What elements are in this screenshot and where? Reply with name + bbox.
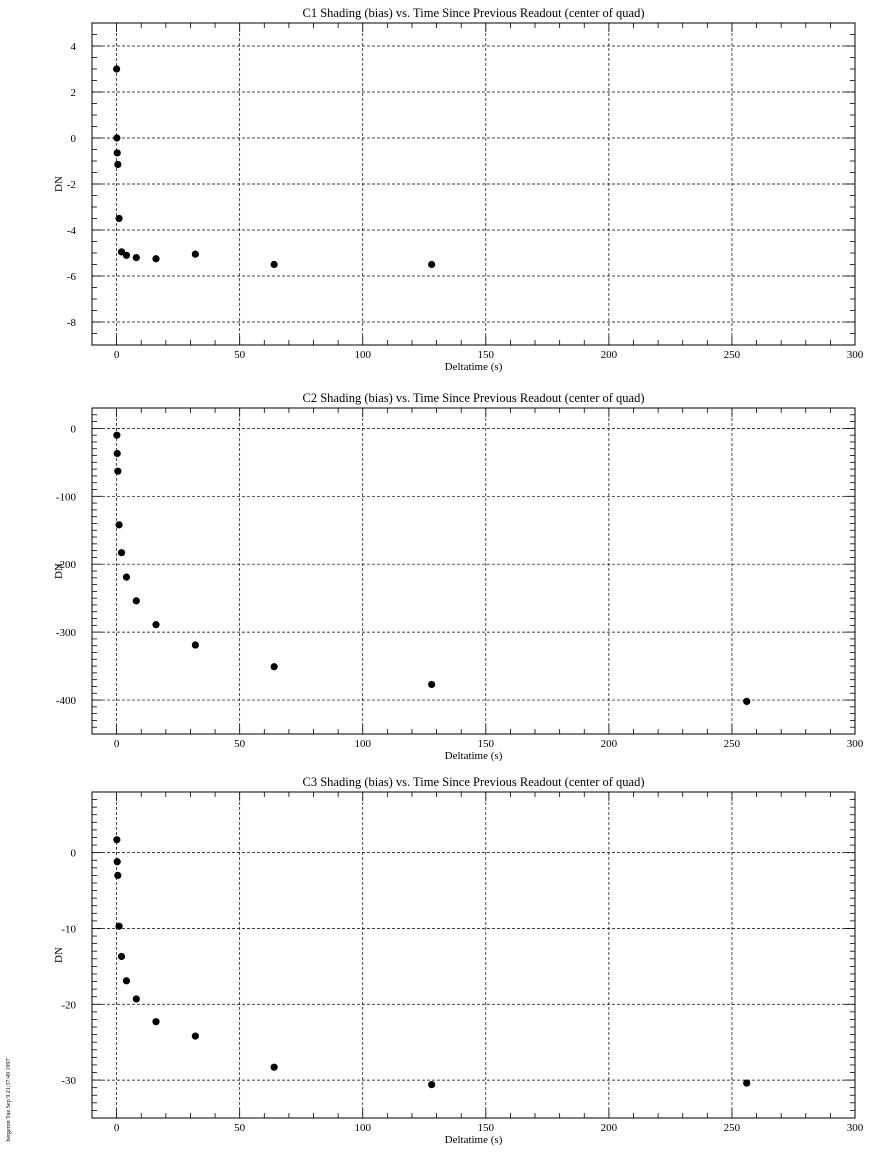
data-point — [270, 260, 278, 269]
data-point — [428, 680, 436, 689]
data-point — [115, 521, 123, 529]
data-point — [152, 255, 160, 263]
data-point — [122, 251, 131, 259]
data-point — [132, 254, 140, 262]
x-tick-label: 0 — [114, 349, 120, 361]
x-tick-label: 0 — [114, 738, 120, 750]
data-point — [743, 697, 751, 706]
chart-title: C3 Shading (bias) vs. Time Since Previou… — [303, 775, 645, 789]
data-point — [113, 858, 121, 866]
x-tick-label: 150 — [478, 1122, 495, 1134]
chart-panel-1: C1 Shading (bias) vs. Time Since Previou… — [53, 6, 864, 373]
x-tick-label: 300 — [847, 349, 864, 361]
y-axis-label: DN — [53, 563, 65, 579]
x-tick-label: 200 — [601, 349, 618, 361]
plot-frame — [91, 791, 856, 1119]
data-point — [113, 134, 121, 142]
chart-panel-2: C2 Shading (bias) vs. Time Since Previou… — [53, 391, 864, 762]
x-tick-label: 250 — [724, 1122, 741, 1134]
data-point — [428, 1081, 436, 1089]
data-point — [114, 160, 122, 169]
y-tick-label: 0 — [71, 133, 77, 145]
data-point — [132, 995, 140, 1003]
data-point — [113, 65, 121, 73]
x-tick-label: 100 — [354, 738, 371, 750]
y-tick-label: -400 — [56, 695, 77, 707]
x-axis-label: Deltatime (s) — [445, 750, 503, 762]
data-point — [117, 952, 126, 961]
x-tick-label: 100 — [354, 349, 371, 361]
y-tick-label: -6 — [67, 271, 77, 283]
data-point — [113, 449, 121, 458]
chart-panel-3: C3 Shading (bias) vs. Time Since Previou… — [53, 775, 864, 1146]
x-tick-label: 50 — [234, 349, 246, 361]
data-point — [270, 663, 278, 671]
plot-frame — [91, 407, 856, 735]
data-point — [115, 922, 123, 930]
y-tick-label: -200 — [56, 559, 77, 571]
x-tick-label: 150 — [478, 349, 495, 361]
x-axis-label: Deltatime (s) — [445, 361, 503, 373]
x-tick-label: 0 — [114, 1122, 120, 1134]
x-tick-label: 250 — [724, 738, 741, 750]
chart-title: C1 Shading (bias) vs. Time Since Previou… — [303, 6, 645, 20]
x-tick-label: 300 — [847, 738, 864, 750]
x-tick-label: 300 — [847, 1122, 864, 1134]
y-tick-label: -300 — [56, 627, 77, 639]
data-point — [114, 467, 122, 475]
data-point — [270, 1063, 278, 1071]
data-point — [117, 549, 126, 557]
data-point — [743, 1079, 751, 1087]
x-tick-label: 100 — [354, 1122, 371, 1134]
data-point — [113, 431, 121, 439]
x-tick-label: 150 — [478, 738, 495, 750]
y-tick-label: -30 — [61, 1075, 76, 1087]
data-point — [191, 250, 199, 258]
data-point — [113, 836, 121, 844]
data-point — [191, 641, 199, 649]
data-point — [191, 1032, 199, 1040]
data-point — [152, 1018, 160, 1026]
y-tick-label: 4 — [71, 41, 77, 53]
data-point — [113, 149, 121, 157]
x-axis-label: Deltatime (s) — [445, 1134, 503, 1146]
x-tick-label: 50 — [234, 738, 246, 750]
footer-timestamp: bergeron Tue Sep 9 21:37:49 1997 — [6, 1058, 12, 1141]
y-tick-label: 2 — [71, 87, 77, 99]
y-tick-label: -2 — [67, 179, 76, 191]
y-tick-label: 0 — [71, 848, 77, 860]
data-point — [122, 977, 131, 985]
x-tick-label: 250 — [724, 349, 741, 361]
y-tick-label: 0 — [71, 423, 77, 435]
y-tick-label: -4 — [67, 225, 77, 237]
data-point — [152, 621, 160, 629]
y-axis-label: DN — [53, 947, 65, 963]
chart-title: C2 Shading (bias) vs. Time Since Previou… — [303, 391, 645, 405]
data-point — [115, 214, 123, 223]
y-tick-label: -20 — [61, 999, 76, 1011]
y-axis-label: DN — [53, 176, 65, 192]
data-point — [132, 597, 140, 605]
x-tick-label: 200 — [601, 1122, 618, 1134]
y-tick-label: -10 — [61, 923, 76, 935]
y-tick-label: -8 — [67, 317, 77, 329]
y-tick-label: -100 — [56, 491, 77, 503]
x-tick-label: 50 — [234, 1122, 246, 1134]
data-point — [122, 573, 131, 581]
x-tick-label: 200 — [601, 738, 618, 750]
data-point — [114, 871, 122, 879]
data-point — [428, 260, 436, 269]
